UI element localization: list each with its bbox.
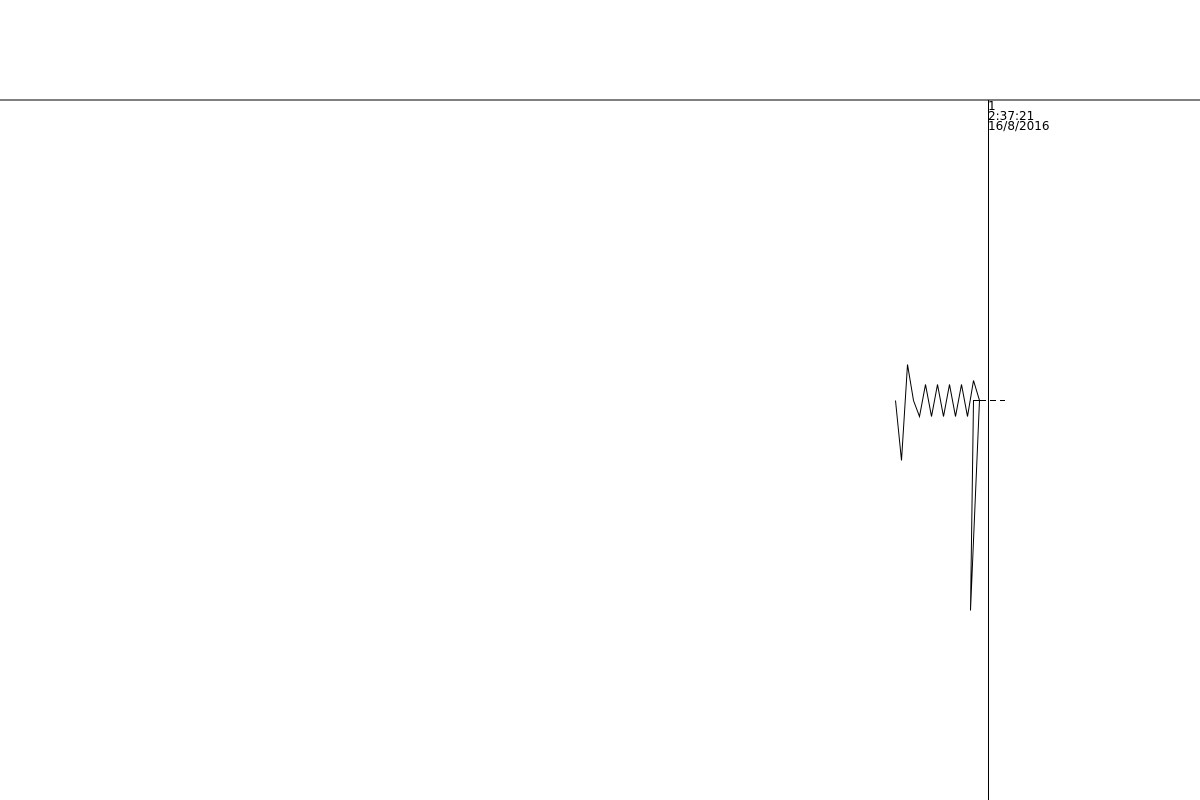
series-points (895, 364, 981, 610)
cursor-readout: 1 2:37:21 16/8/2016 (988, 99, 1050, 133)
series-line (896, 365, 982, 611)
cursor-date-label: 16/8/2016 (988, 119, 1050, 133)
